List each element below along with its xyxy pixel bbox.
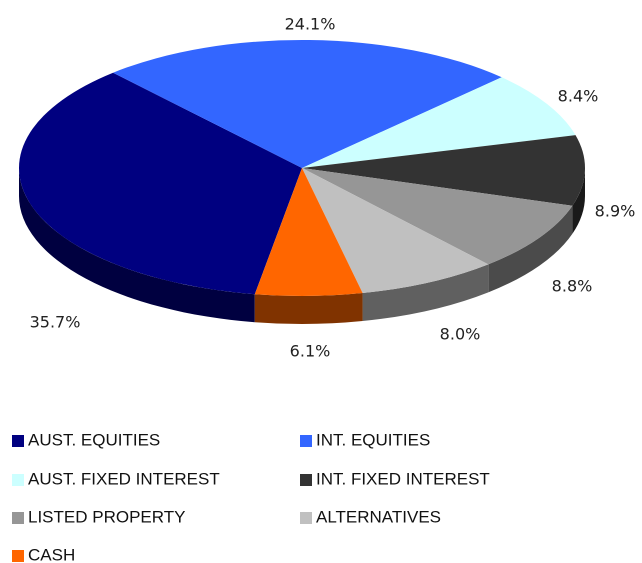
legend-label: INT. EQUITIES [316,430,430,449]
pie-side [572,168,585,234]
legend-label: ALTERNATIVES [316,507,441,526]
pie-side [19,168,255,323]
pie-side [254,293,363,325]
legend-swatch [12,550,24,562]
pie-slice [113,40,502,169]
pie-slice [302,168,489,294]
legend-label: INT. FIXED INTEREST [316,469,490,488]
legend-label: CASH [28,545,75,563]
legend-label: AUST. FIXED INTEREST [28,469,220,488]
legend-label: LISTED PROPERTY [28,507,185,526]
pie-side [488,205,573,293]
legend-swatch [12,435,24,447]
legend-swatch [12,474,24,486]
pie-slice [19,72,302,295]
data-label: 8.8% [552,277,593,296]
legend-swatch [300,474,312,486]
legend-swatch [300,512,312,524]
data-label: 8.9% [595,202,636,221]
pie-side [362,264,489,322]
pie-slice [302,168,573,265]
data-label: 24.1% [285,15,336,34]
legend-swatch [300,435,312,447]
data-label: 8.0% [440,325,481,344]
legend-label: AUST. EQUITIES [28,430,160,449]
pie-slice [254,168,363,297]
legend-swatch [12,512,24,524]
pie-slice [302,135,586,206]
pie-slice [302,77,576,168]
data-label: 6.1% [290,342,331,361]
data-label: 35.7% [30,313,81,332]
data-label: 8.4% [558,87,599,106]
